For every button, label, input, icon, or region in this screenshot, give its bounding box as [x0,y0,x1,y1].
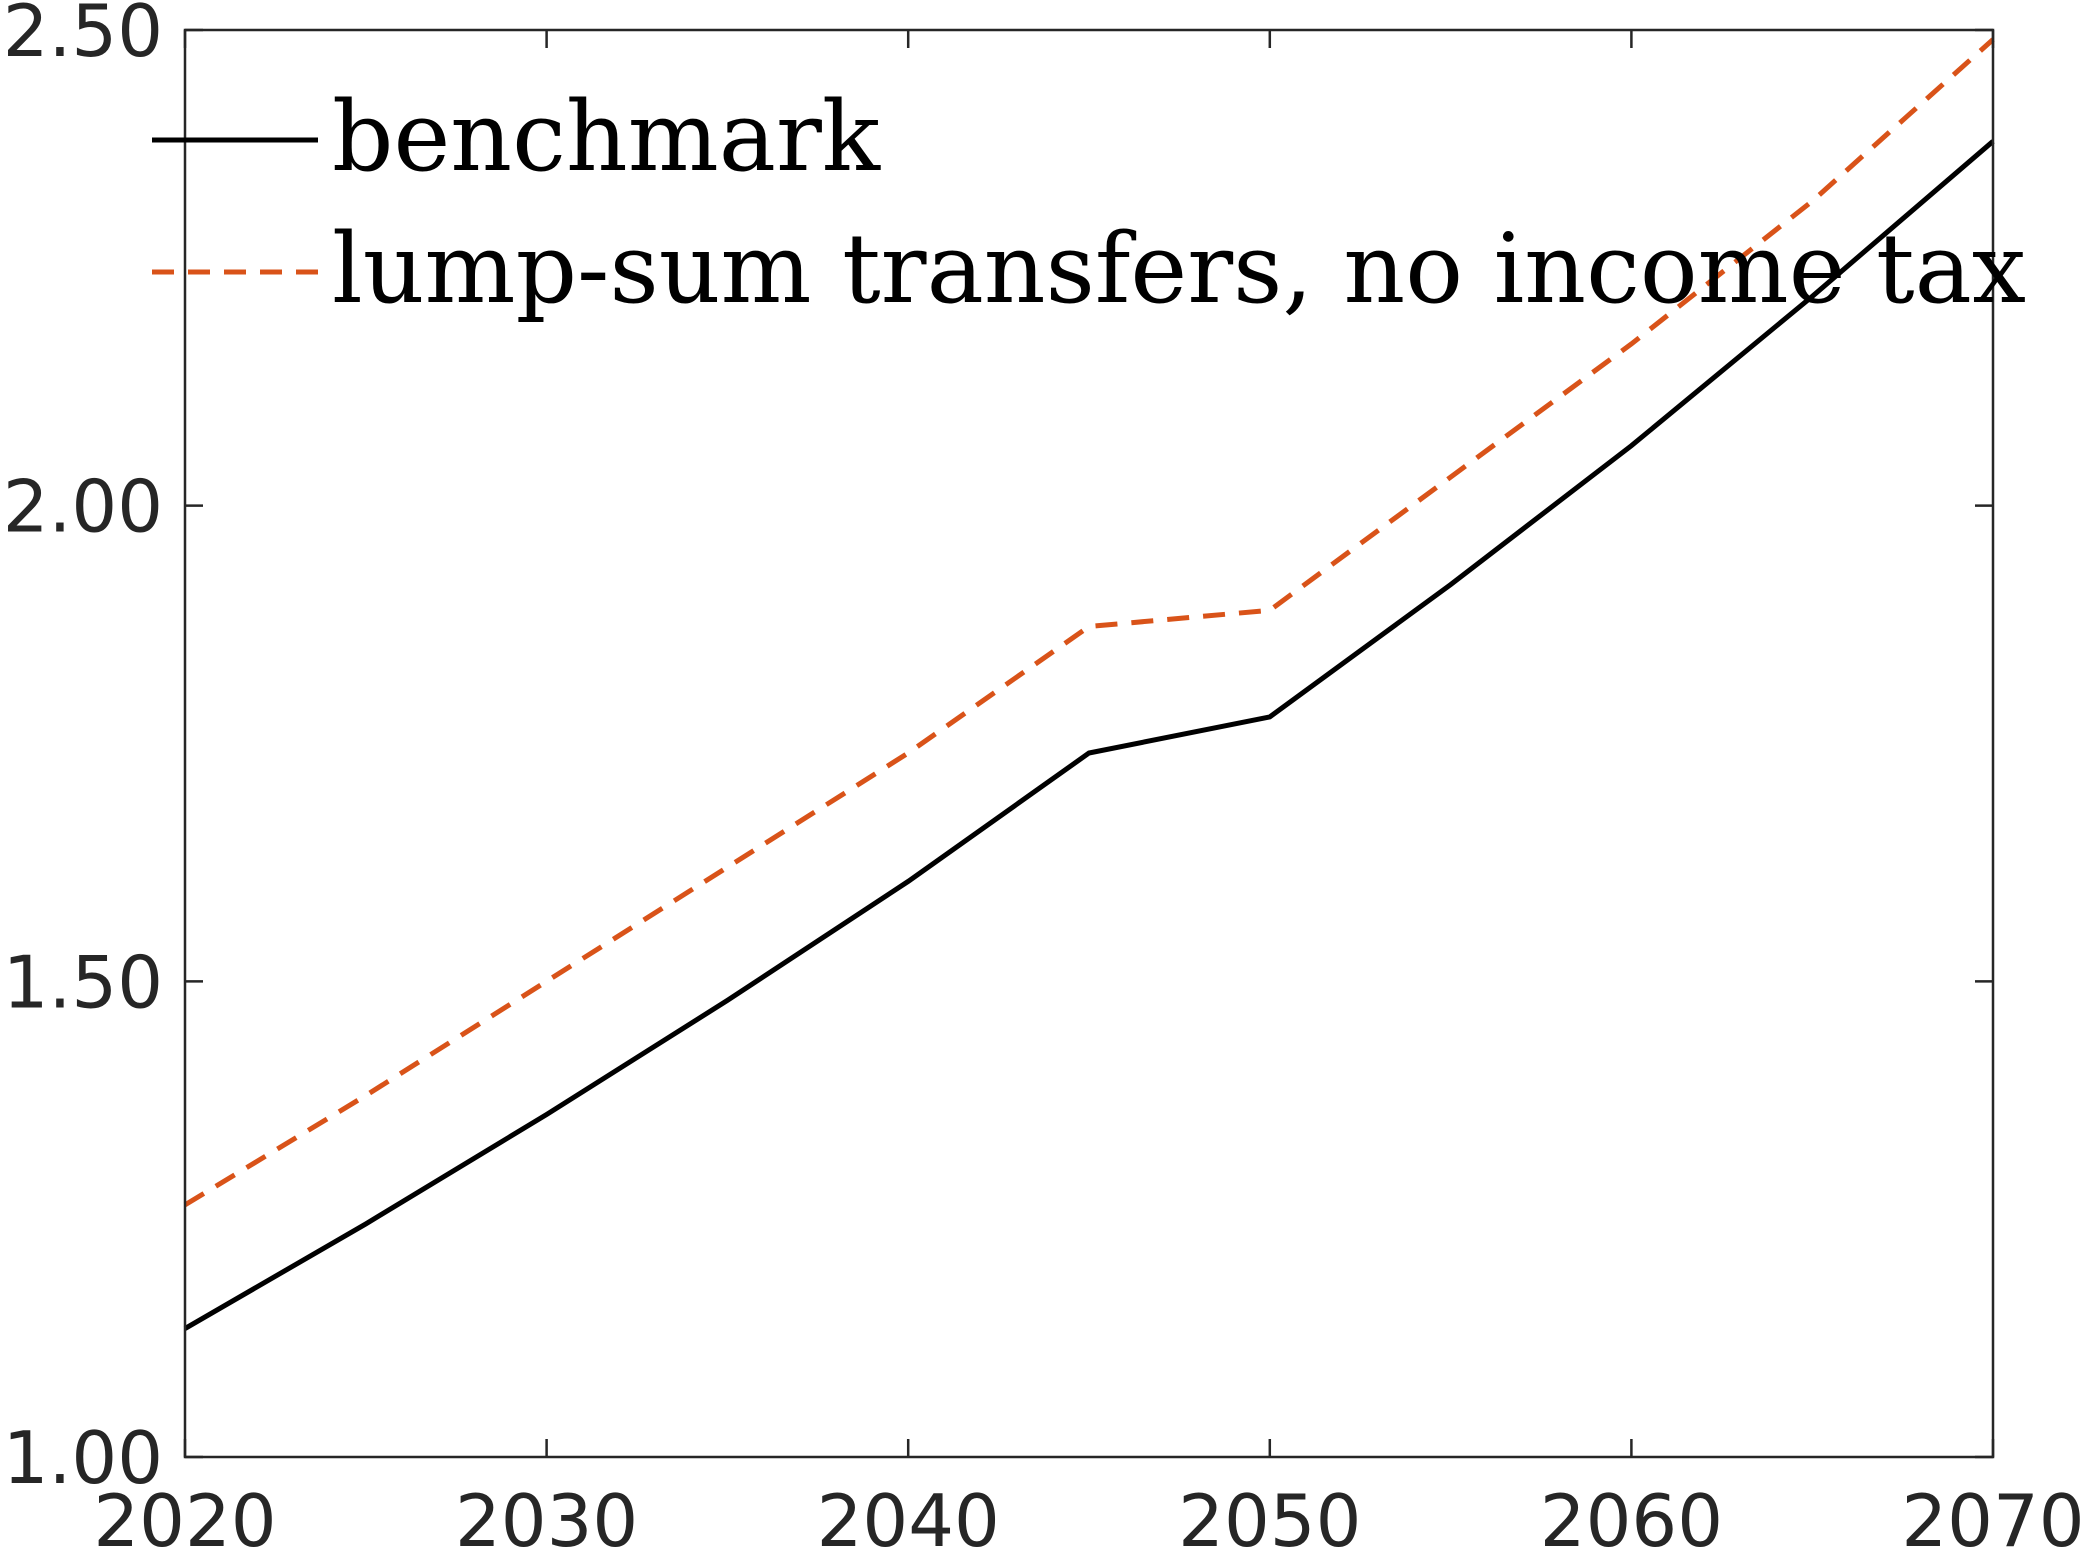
legend-label-1: benchmark [332,81,881,193]
axes-box [183,28,1995,1459]
plot-background [185,30,1993,1457]
x-tick-label: 2030 [455,1479,638,1554]
x-tick-label: 2070 [1901,1479,2081,1554]
y-tick-label: 1.00 [3,1416,163,1500]
series-line-1 [183,139,1995,1331]
legend: benchmark lump-sum transfers, no income t… [152,81,2026,325]
x-tick-label: 2020 [93,1479,276,1554]
x-tick-label: 2040 [817,1479,1000,1554]
series-line-2 [183,37,1995,1208]
y-tick-label: 2.00 [3,465,163,549]
x-tick-label: 2050 [1178,1479,1361,1554]
y-tick-label: 2.50 [3,0,163,73]
series-layer [183,37,1995,1331]
y-tick-label: 1.50 [3,940,163,1024]
axes-layer: 2020 2030 2040 2050 2060 2070 1.00 1.50 2.00 2.50 [3,0,2081,1554]
x-tick-label: 2060 [1540,1479,1723,1554]
plot-area [185,30,1993,1457]
legend-label-2: lump-sum transfers, no income tax [332,213,2026,325]
